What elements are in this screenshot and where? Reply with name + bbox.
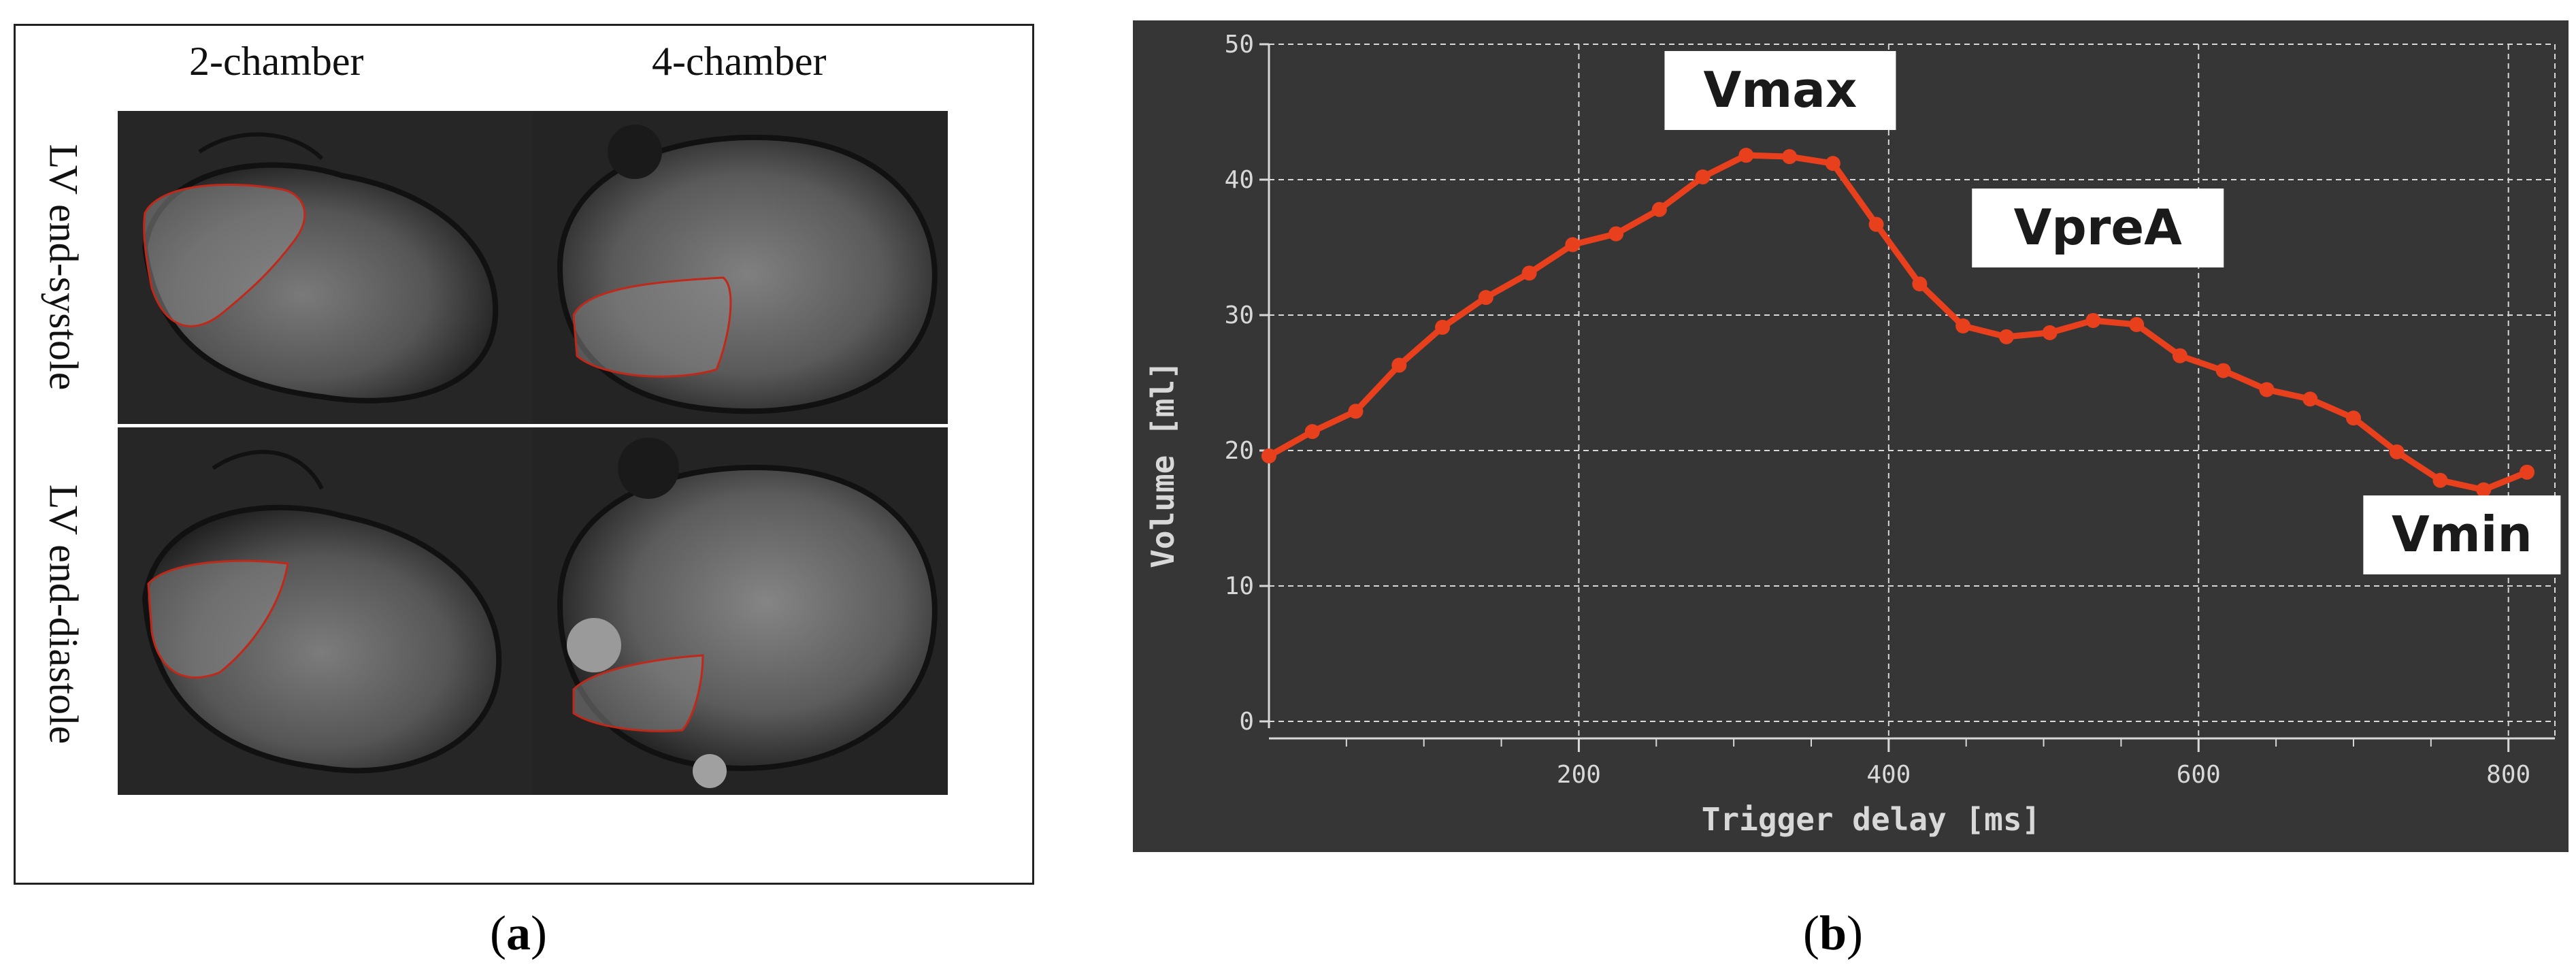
volume-data-point: [1651, 201, 1667, 217]
volume-data-point: [1304, 424, 1320, 440]
volume-data-point: [1521, 265, 1537, 281]
volume-data-point: [2389, 444, 2405, 459]
volume-data-point: [2042, 325, 2058, 340]
volume-data-point: [1868, 216, 1884, 232]
volume-data-point: [2085, 312, 2101, 328]
volume-data-point: [1955, 318, 1971, 333]
vmax-callout: Vmax: [1664, 51, 1896, 130]
volume-data-point: [1738, 148, 1754, 163]
vmin-callout-box: [2363, 495, 2561, 574]
x-tick-label: 600: [2177, 761, 2221, 789]
mri-image-panel: 2-chamber 4-chamber LV end-systole LV en…: [14, 24, 1034, 885]
y-tick-label: 40: [1225, 166, 1254, 194]
volume-chart-panel: 0 10 20 30 40 50 200 400 600 800 Trigger delay [ms…: [1133, 20, 2569, 852]
volume-data-point: [1782, 149, 1798, 165]
volume-chart: 0 10 20 30 40 50 200 400 600 800 Trigger delay [ms…: [1144, 31, 2561, 838]
y-tick-label: 30: [1225, 301, 1254, 329]
vprea-callout-text: VpreA: [2014, 199, 2183, 256]
row-label-end-diastole: LV end-diastole: [41, 484, 86, 745]
volume-data-point: [2259, 382, 2275, 397]
y-tick-label: 10: [1225, 572, 1254, 600]
volume-data-point: [1998, 329, 2014, 344]
y-tick-label: 0: [1239, 708, 1254, 736]
column-label-4-chamber: 4-chamber: [652, 39, 827, 84]
volume-data-point: [2476, 482, 2492, 497]
vprea-callout: VpreA: [1972, 189, 2224, 267]
volume-data-point: [1261, 448, 1276, 463]
x-tick-label: 200: [1557, 761, 1601, 789]
volume-data-point: [2302, 391, 2318, 407]
mri-4-chamber-end-systole: [533, 111, 948, 424]
volume-data-point: [1912, 276, 1928, 292]
y-tick-label: 50: [1225, 31, 1254, 59]
volume-data-point: [1608, 226, 1624, 242]
mri-2-chamber-end-systole: [118, 111, 533, 424]
x-tick-label: 800: [2486, 761, 2530, 789]
volume-data-point: [2345, 410, 2361, 426]
x-axis-label: Trigger delay [ms]: [1702, 801, 2041, 838]
x-tick-label: 400: [1866, 761, 1911, 789]
volume-data-point: [1435, 319, 1451, 335]
y-tick-label: 20: [1225, 437, 1254, 465]
sub-label-b: (b): [1803, 906, 1864, 960]
volume-data-point: [2520, 464, 2535, 480]
y-axis-label: Volume [ml]: [1144, 361, 1181, 568]
vprea-callout-box: [1972, 189, 2224, 267]
volume-data-point: [1391, 357, 1407, 373]
volume-data-point: [2215, 363, 2231, 378]
volume-data-point: [2432, 472, 2448, 488]
volume-data-point: [1565, 237, 1581, 252]
volume-series-line: [1266, 152, 2530, 493]
volume-data-point: [1825, 156, 1840, 172]
volume-data-point: [1478, 290, 1493, 306]
volume-data-point: [2172, 348, 2187, 363]
sub-label-a: (a): [490, 906, 547, 960]
volume-data-point: [2129, 316, 2145, 332]
vmax-callout-text: Vmax: [1704, 61, 1857, 118]
vmin-callout-text: Vmin: [2392, 506, 2532, 563]
mri-4-chamber-end-diastole: [533, 427, 948, 795]
volume-data-point: [1695, 169, 1711, 185]
mri-2-chamber-end-diastole: [118, 427, 533, 795]
volume-data-point: [1348, 404, 1364, 419]
vmax-callout-box: [1664, 51, 1896, 130]
row-label-end-systole: LV end-systole: [41, 144, 86, 391]
column-label-2-chamber: 2-chamber: [189, 39, 364, 84]
vmin-callout: Vmin: [2363, 495, 2561, 574]
